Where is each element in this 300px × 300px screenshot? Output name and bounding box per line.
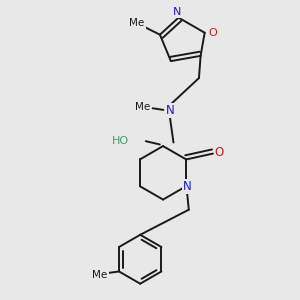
Text: N: N xyxy=(173,7,181,17)
Text: Me: Me xyxy=(135,102,151,112)
Text: Me: Me xyxy=(92,270,108,280)
Text: N: N xyxy=(166,104,175,117)
Text: N: N xyxy=(183,180,192,193)
Text: O: O xyxy=(215,146,224,159)
Text: HO: HO xyxy=(112,136,129,146)
Text: O: O xyxy=(208,28,217,38)
Text: Me: Me xyxy=(130,18,145,28)
